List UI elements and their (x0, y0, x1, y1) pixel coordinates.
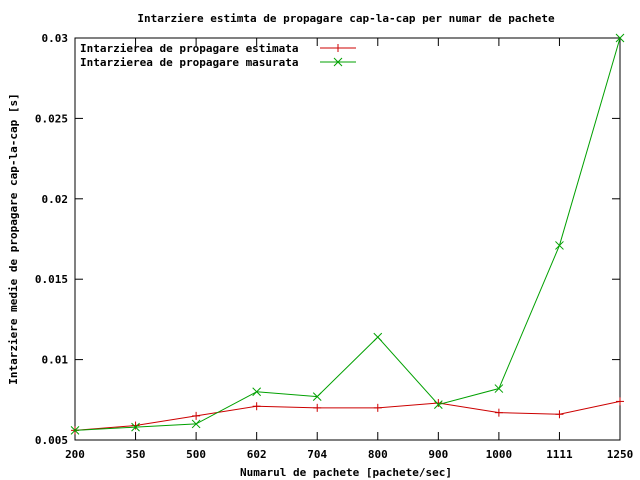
x-tick-label: 900 (428, 448, 448, 461)
y-tick-label: 0.01 (42, 354, 69, 367)
legend: Intarzierea de propagare estimataIntarzi… (80, 42, 356, 69)
x-tick-label: 1111 (546, 448, 573, 461)
series-2 (70, 33, 625, 435)
y-axis-label: Intarziere medie de propagare cap-la-cap… (7, 93, 20, 384)
x-tick-label: 800 (368, 448, 388, 461)
axis-ticks: 0.005 0.01 0.015 0.02 0.025 0.03 200 350 500 602 7… (35, 32, 633, 461)
y-tick-label: 0.005 (35, 434, 68, 447)
point-marker (615, 33, 625, 43)
series-group (70, 33, 625, 435)
y-tick-label: 0.02 (42, 193, 69, 206)
point-marker (312, 392, 322, 401)
point-marker (333, 57, 343, 67)
y-tick-label: 0.025 (35, 112, 68, 125)
point-marker (70, 425, 80, 435)
point-marker (555, 241, 564, 250)
point-marker (131, 422, 140, 432)
x-axis-label: Numarul de pachete [pachete/sec] (240, 466, 452, 479)
y-tick-label: 0.015 (35, 273, 68, 286)
point-marker (494, 384, 504, 393)
x-tick-label: 704 (307, 448, 327, 461)
plot-area-frame (74, 37, 621, 441)
point-marker (252, 387, 262, 397)
series-1 (71, 397, 624, 435)
series-line (74, 37, 621, 431)
x-tick-label: 350 (126, 448, 146, 461)
point-marker (373, 332, 383, 342)
x-tick-label: 200 (65, 448, 85, 461)
x-tick-label: 602 (247, 448, 267, 461)
x-tick-label: 1250 (607, 448, 634, 461)
point-marker (191, 419, 201, 429)
series-line (74, 400, 621, 431)
legend-label: Intarzierea de propagare masurata (80, 56, 299, 69)
chart-title: Intarziere estimta de propagare cap-la-c… (137, 12, 555, 25)
legend-label: Intarzierea de propagare estimata (80, 42, 299, 55)
y-tick-label: 0.03 (42, 32, 69, 45)
x-tick-label: 500 (186, 448, 206, 461)
point-marker (433, 400, 443, 409)
x-tick-label: 1000 (486, 448, 513, 461)
